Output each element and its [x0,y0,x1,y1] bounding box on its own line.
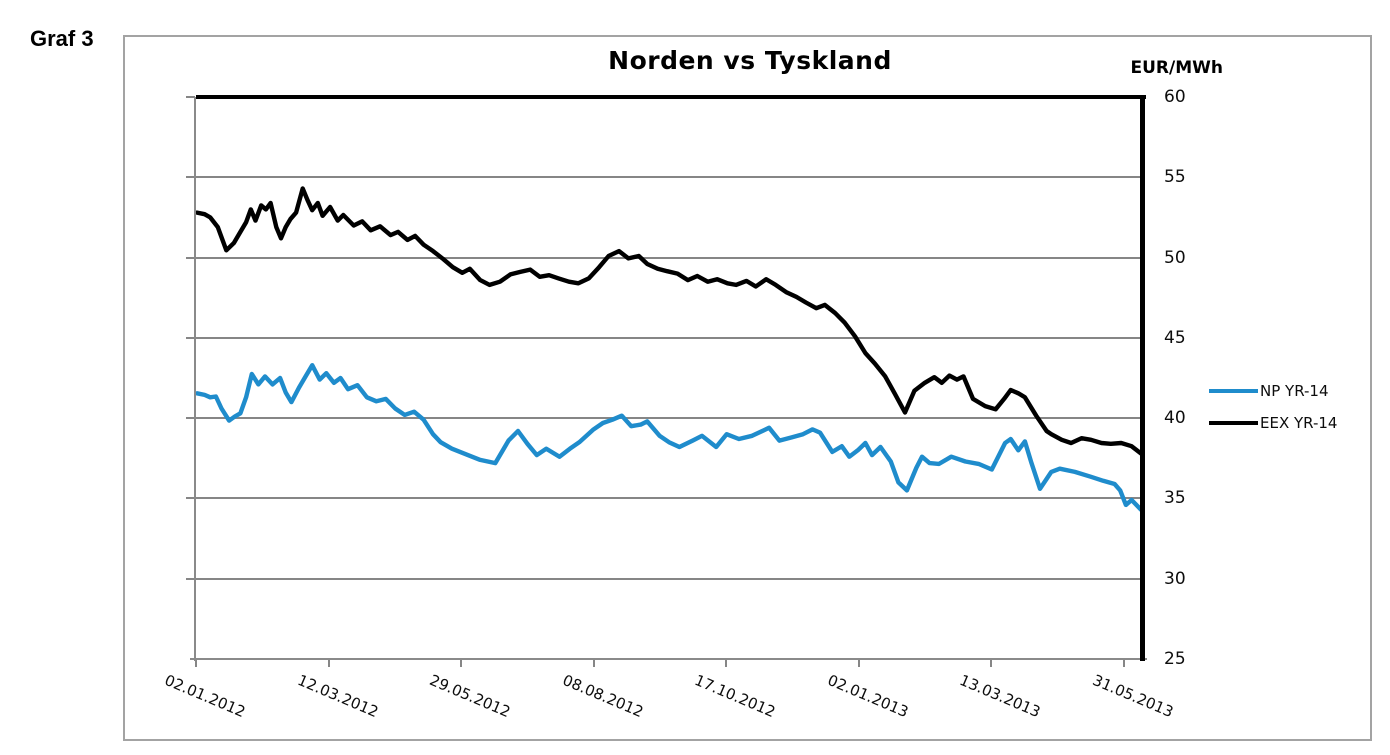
x-tick-mark-6 [990,660,993,667]
plot-top-border [196,95,1146,99]
legend-label: EEX YR-14 [1260,414,1338,432]
legend-swatch-np-yr-14 [1209,389,1258,393]
y-tick-label-60: 60 [1164,87,1186,107]
legend: NP YR-14 EEX YR-14 [1209,382,1338,447]
x-tick-mark-0 [195,660,197,667]
x-axis-line [190,658,1147,660]
y-tick-label-40: 40 [1164,408,1186,429]
gridline-55 [193,176,1141,179]
gridline-50 [193,256,1141,259]
gridline-35 [193,497,1141,500]
x-tick-mark-1 [327,660,330,667]
y-tick-label-45: 45 [1164,327,1186,348]
y-axis-line-left [194,97,196,661]
y-tick-mark-30 [186,577,195,580]
x-tick-mark-2 [460,660,463,667]
x-tick-mark-7 [1123,660,1125,667]
legend-item-np-yr-14: NP YR-14 [1209,382,1337,400]
x-tick-mark-3 [592,660,595,667]
figure-label: Graf 3 [30,26,94,51]
y-tick-mark-40 [186,417,195,420]
y-tick-mark-45 [186,336,195,339]
chart-frame [123,35,1372,741]
y-tick-label-25: 25 [1164,649,1186,669]
y-tick-mark-50 [186,256,195,259]
x-tick-mark-5 [857,660,860,667]
y-tick-label-55: 55 [1164,167,1186,188]
legend-swatch-eex-yr-14 [1209,421,1258,425]
x-tick-mark-4 [725,660,728,667]
chart-title: Norden vs Tyskland [608,46,892,75]
gridline-40 [193,417,1141,420]
y-tick-mark-35 [186,497,195,500]
y-axis-unit-label: EUR/MWh [1130,58,1224,78]
gridline-45 [193,336,1141,339]
y-tick-label-35: 35 [1164,488,1186,509]
y-tick-mark-55 [186,176,195,179]
y-tick-label-50: 50 [1164,247,1186,268]
legend-item-eex-yr-14: EEX YR-14 [1209,414,1338,432]
y-tick-mark-60 [186,96,195,98]
y-axis-line-right [1140,95,1145,661]
gridline-30 [193,577,1141,580]
legend-label: NP YR-14 [1260,382,1329,400]
y-tick-label-30: 30 [1164,568,1186,589]
